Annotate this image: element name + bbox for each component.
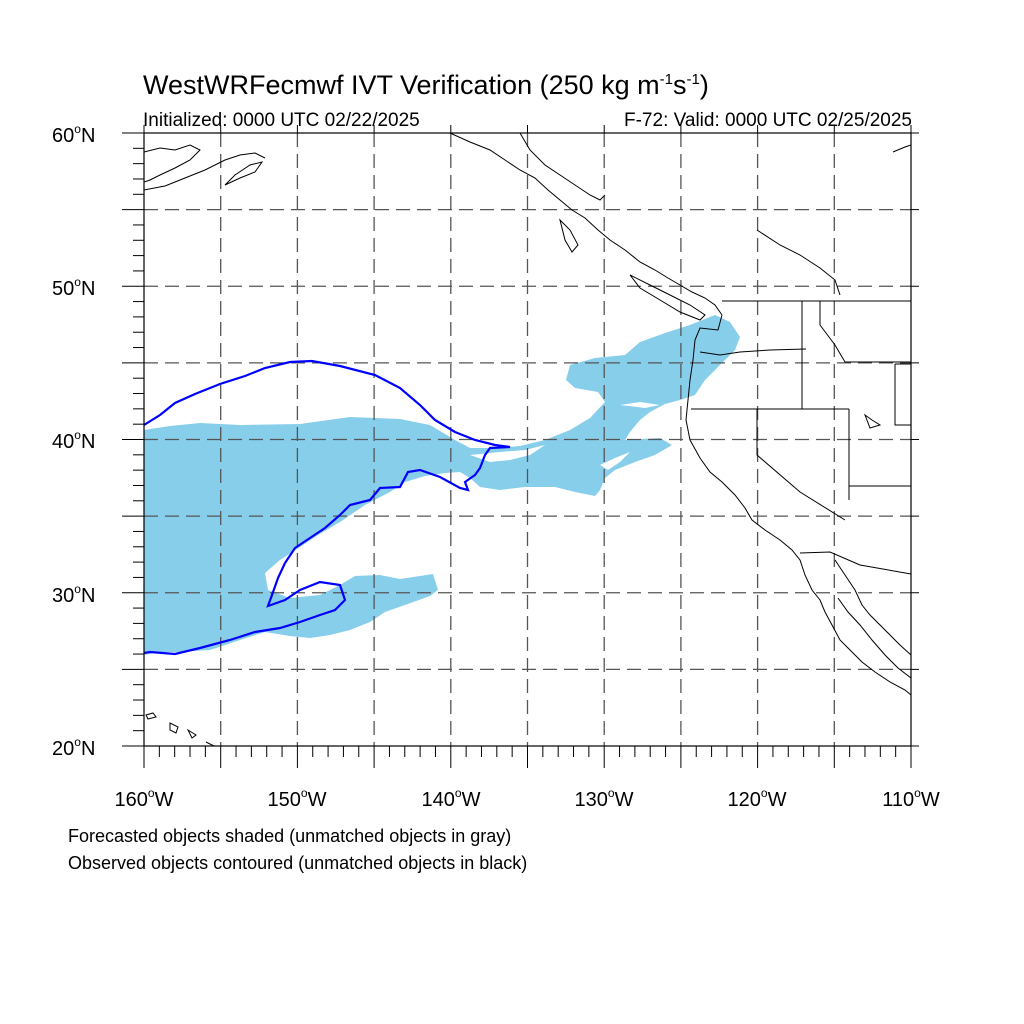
coastline-baja [834, 559, 911, 656]
lat-labels: 60oN 50oN 40oN 30oN 20oN [52, 122, 95, 760]
title-main: WestWRFecmwf IVT Verification (250 kg m [143, 70, 660, 100]
title-exp1: -1 [659, 71, 673, 88]
observed-contour-north [144, 359, 511, 656]
hawaii-islands [145, 712, 215, 746]
kodiak-island [224, 161, 264, 186]
coastline-alaska-west [144, 144, 201, 183]
coastline-us-west [685, 314, 911, 696]
haida-gwaii [559, 218, 579, 253]
lon-labels: 160oW 150oW 140oW 130oW 120oW 110oW [115, 786, 940, 811]
coastline-alaska-peninsula [144, 152, 266, 191]
forecast-object-hole [470, 445, 545, 462]
observed-note: Observed objects contoured (unmatched ob… [68, 853, 528, 873]
coastline-ne-corner [892, 144, 911, 153]
great-salt-lake [863, 413, 882, 429]
initialized-label: Initialized: 0000 UTC 02/22/2025 [143, 110, 420, 131]
forecast-note: Forecasted objects shaded (unmatched obj… [68, 826, 512, 846]
border-mt-id [819, 301, 911, 363]
forecast-object-main [144, 315, 740, 655]
lon-label-120: 120oW [728, 786, 787, 811]
lon-label-110: 110oW [882, 786, 940, 811]
lon-label-160: 160oW [115, 786, 174, 811]
lon-label-140: 140oW [422, 786, 481, 811]
lon-label-150: 150oW [268, 786, 327, 811]
lat-lon-grid [144, 133, 911, 746]
border-ca-nv [756, 409, 846, 521]
title-exp2: -1 [686, 71, 700, 88]
lat-label-60: 60oN [52, 122, 95, 147]
coastlines [144, 133, 911, 746]
coastline-canada-inland [756, 229, 841, 296]
lat-label-30: 30oN [52, 582, 95, 607]
forecast-objects [144, 315, 740, 655]
valid-label: F-72: Valid: 0000 UTC 02/25/2025 [624, 110, 912, 131]
title-end: ) [699, 70, 709, 100]
lon-label-130: 130oW [575, 786, 634, 811]
map-title: WestWRFecmwf IVT Verification (250 kg m-… [143, 70, 709, 101]
coastline-gulf-alaska [449, 133, 723, 316]
coastline-alaska-panhandle [519, 133, 606, 201]
lat-label-50: 50oN [52, 275, 95, 300]
forecast-object-hole [620, 402, 660, 408]
border-wy [894, 363, 911, 426]
observed-objects [144, 359, 511, 656]
coastline-gulf-california [837, 597, 911, 679]
border-wa-or [699, 348, 807, 356]
lat-label-40: 40oN [52, 428, 95, 453]
border-us-mexico [799, 551, 911, 575]
axis-ticks [122, 125, 919, 768]
title-mid: s [672, 70, 687, 100]
vancouver-island [629, 274, 706, 321]
forecast-object-hole [600, 452, 630, 470]
lat-label-20: 20oN [52, 735, 95, 760]
